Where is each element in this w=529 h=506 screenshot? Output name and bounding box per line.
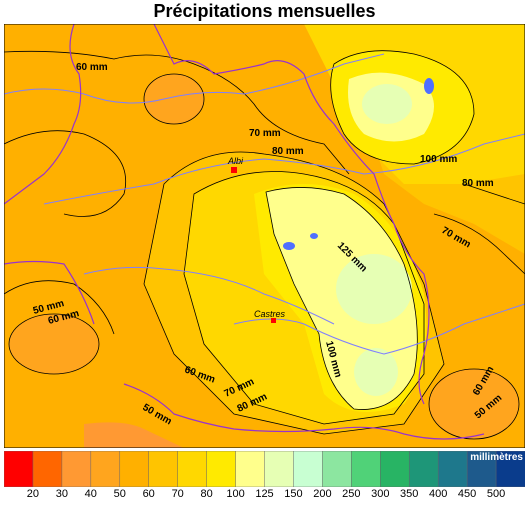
legend-tick-label: 200 (313, 488, 332, 500)
city-castres: Castres (254, 309, 286, 323)
contour-label: 80 mm (272, 146, 304, 157)
legend-swatch (293, 451, 323, 487)
legend-tick-label: 100 (226, 488, 245, 500)
department-borders (4, 24, 485, 440)
lake-ne (424, 78, 434, 94)
legend-tick-label: 250 (342, 488, 361, 500)
legend-swatch (380, 451, 410, 487)
zone-50-se (429, 369, 519, 439)
legend-tick-label: 20 (26, 488, 40, 500)
legend-unit: millimètres (470, 452, 523, 463)
legend-tick-label: 60 (142, 488, 155, 500)
legend-swatch (4, 451, 34, 487)
zone-40-south (84, 422, 184, 448)
lake-center (283, 242, 295, 250)
legend-swatch (264, 451, 294, 487)
city-albi: Albi (227, 156, 244, 173)
city-albi-label: Albi (227, 156, 244, 166)
precipitation-map: Albi Castres 60 mm 70 mm 80 mm 100 mm 80… (4, 24, 525, 448)
legend-swatch (351, 451, 381, 487)
contour-label: 80 mm (462, 178, 494, 189)
legend-swatch (148, 451, 179, 487)
zone-150-south (354, 348, 398, 396)
legend-swatch (206, 451, 237, 487)
legend-tick-label: 30 (55, 488, 69, 500)
contour-label: 70 mm (249, 128, 281, 139)
legend-tick-label: 80 (200, 488, 213, 500)
legend-swatch (322, 451, 352, 487)
legend-tick-label: 50 (113, 488, 126, 500)
legend-tick-label: 300 (371, 488, 390, 500)
zone-50-north (144, 74, 204, 124)
lake-center-2 (310, 233, 318, 239)
legend-swatch (119, 451, 150, 487)
legend-swatch (437, 451, 468, 487)
legend-tick-label: 40 (84, 488, 97, 500)
legend-swatch (177, 451, 208, 487)
legend-swatch (408, 451, 439, 487)
legend-tick-label: 70 (171, 488, 184, 500)
legend-ticks: 20 30 40 50 60 70 80 100 125 150 200 250 300 350 400 45… (4, 488, 525, 504)
city-castres-marker (271, 318, 276, 323)
contour-lines (4, 50, 525, 440)
map-title: Précipitations mensuelles (153, 1, 376, 21)
legend-tick-label: 350 (400, 488, 419, 500)
legend-tick-label: 500 (486, 488, 506, 500)
zone-150-center (336, 254, 412, 324)
city-castres-label: Castres (254, 309, 286, 319)
zone-50-west (9, 314, 99, 374)
zone-150-ne (362, 84, 412, 124)
contour-label: 100 mm (420, 154, 457, 165)
legend-swatch (235, 451, 266, 487)
legend-color-bar (4, 451, 525, 487)
legend-tick-label: 400 (429, 488, 448, 500)
legend-swatch (90, 451, 121, 487)
legend-swatch (495, 451, 525, 487)
legend-swatch (61, 451, 92, 487)
legend-tick-label: 150 (284, 488, 303, 500)
legend-tick-label: 450 (457, 488, 477, 500)
contour-label: 60 mm (76, 62, 108, 73)
legend-swatch (32, 451, 63, 487)
legend-swatch (466, 451, 497, 487)
city-albi-marker (231, 167, 237, 173)
legend-tick-label: 125 (255, 488, 274, 500)
